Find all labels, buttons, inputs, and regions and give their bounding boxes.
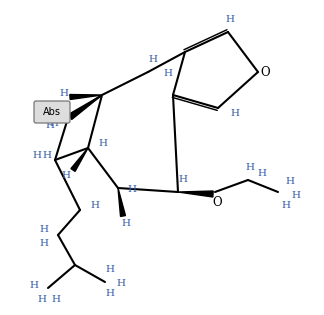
Polygon shape (68, 95, 102, 119)
Text: H: H (38, 295, 47, 305)
Text: Abs: Abs (43, 107, 61, 117)
Text: H: H (90, 202, 99, 210)
Text: H: H (282, 201, 291, 209)
Text: H: H (285, 177, 295, 186)
Text: H: H (29, 282, 39, 290)
Text: H: H (230, 108, 239, 117)
Text: H: H (98, 139, 108, 147)
Text: H: H (50, 106, 59, 114)
Text: H: H (106, 266, 114, 274)
Text: O: O (260, 66, 270, 78)
Text: H: H (179, 175, 188, 185)
Text: H: H (42, 151, 52, 159)
Polygon shape (70, 94, 102, 100)
Text: H: H (60, 89, 68, 98)
Text: H: H (122, 219, 131, 227)
Text: H: H (45, 121, 54, 129)
Text: H: H (50, 119, 59, 129)
Text: H: H (226, 15, 235, 25)
Text: H: H (40, 226, 49, 234)
Text: H: H (148, 54, 157, 64)
Polygon shape (178, 191, 213, 197)
Text: H: H (32, 151, 41, 159)
Text: O: O (212, 196, 222, 209)
Text: H: H (62, 171, 71, 180)
Text: H: H (246, 163, 254, 171)
Polygon shape (71, 148, 88, 171)
Text: H: H (52, 295, 61, 305)
Text: H: H (117, 279, 125, 289)
Text: H: H (106, 289, 114, 299)
Polygon shape (118, 188, 125, 216)
Text: H: H (292, 192, 300, 201)
Text: H: H (258, 169, 267, 179)
FancyBboxPatch shape (34, 101, 70, 123)
Text: H: H (40, 238, 49, 248)
Text: H: H (164, 70, 172, 78)
Text: H: H (128, 186, 136, 194)
